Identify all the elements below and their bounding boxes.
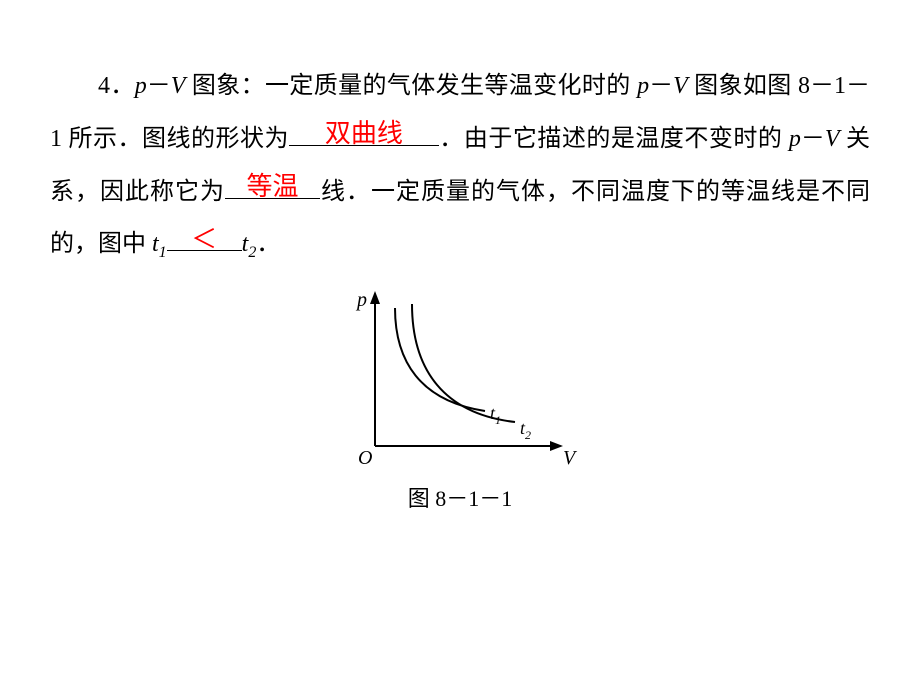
var-p2: p	[637, 73, 649, 99]
curve-label-t2: t2	[520, 418, 531, 442]
var-v2: V	[673, 73, 688, 99]
curve-label-t1: t1	[490, 403, 501, 427]
blank-1: 双曲线	[289, 113, 439, 166]
axis-label-v: V	[563, 447, 578, 469]
blank-2: 等温	[225, 166, 320, 219]
curve-t1	[395, 308, 485, 411]
figure-area: p V O t1 t2 图 8－1－1	[50, 286, 870, 513]
answer-2: 等温	[246, 158, 298, 215]
answer-3: ＜	[191, 211, 217, 268]
curve-t2	[412, 304, 515, 422]
blank-3: ＜	[167, 218, 242, 271]
var-v3: V	[825, 126, 840, 152]
var-p: p	[135, 73, 147, 99]
var-v: V	[171, 73, 186, 99]
axis-label-p: p	[355, 289, 367, 311]
answer-1: 双曲线	[325, 105, 403, 162]
sub-1: 1	[159, 244, 167, 261]
pv-diagram: p V O t1 t2	[330, 286, 590, 476]
dash-1: －	[147, 73, 171, 99]
dash-3: －	[801, 126, 825, 152]
figure-caption: 图 8－1－1	[50, 481, 870, 513]
axis-origin: O	[358, 447, 372, 469]
text-3: ．由于它描述的是温度不变时的	[439, 126, 789, 152]
text-6: ．	[256, 231, 280, 257]
problem-number: 4．	[98, 73, 135, 99]
var-t1: t	[152, 231, 159, 257]
problem-text: 4．p－V 图象：一定质量的气体发生等温变化时的 p－V 图象如图 8－1－1 …	[50, 60, 870, 271]
dash-2: －	[649, 73, 673, 99]
text-1: 图象：一定质量的气体发生等温变化时的	[185, 73, 637, 99]
var-p3: p	[789, 126, 801, 152]
